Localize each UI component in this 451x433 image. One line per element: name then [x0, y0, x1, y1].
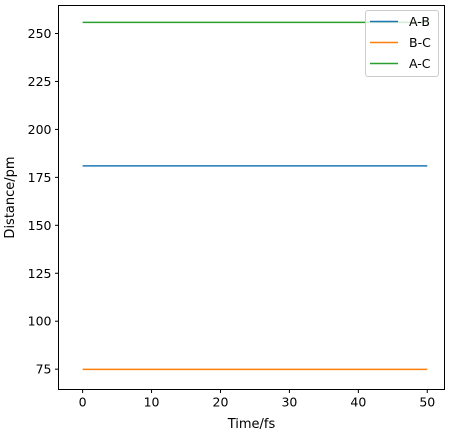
- x-tick-label: 40: [350, 395, 366, 410]
- y-tick-label: 100: [28, 314, 52, 329]
- legend-box: [365, 10, 439, 77]
- x-tick-label: 30: [281, 395, 297, 410]
- y-tick-label: 175: [28, 170, 52, 185]
- x-tick-label: 0: [79, 395, 87, 410]
- legend-label-a-c: A-C: [409, 56, 431, 71]
- y-tick-label: 75: [36, 362, 52, 377]
- x-axis-label: Time/fs: [227, 417, 276, 432]
- x-tick-label: 50: [419, 395, 435, 410]
- x-tick-label: 10: [144, 395, 160, 410]
- y-tick-label: 150: [28, 218, 52, 233]
- y-tick-label: 200: [28, 122, 52, 137]
- legend-label-b-c: B-C: [409, 35, 431, 50]
- y-axis-label: Distance/pm: [3, 156, 18, 238]
- y-tick-label: 225: [28, 74, 52, 89]
- y-axis: 75 100 125 150 175 200 225 250: [28, 26, 59, 377]
- legend: A-B B-C A-C: [365, 10, 439, 77]
- legend-label-a-b: A-B: [409, 14, 430, 29]
- y-tick-label: 125: [28, 266, 52, 281]
- plot-frame: [58, 5, 445, 390]
- x-axis: 0 10 20 30 40 50: [79, 389, 435, 410]
- x-tick-label: 20: [213, 395, 229, 410]
- y-tick-label: 250: [28, 26, 52, 41]
